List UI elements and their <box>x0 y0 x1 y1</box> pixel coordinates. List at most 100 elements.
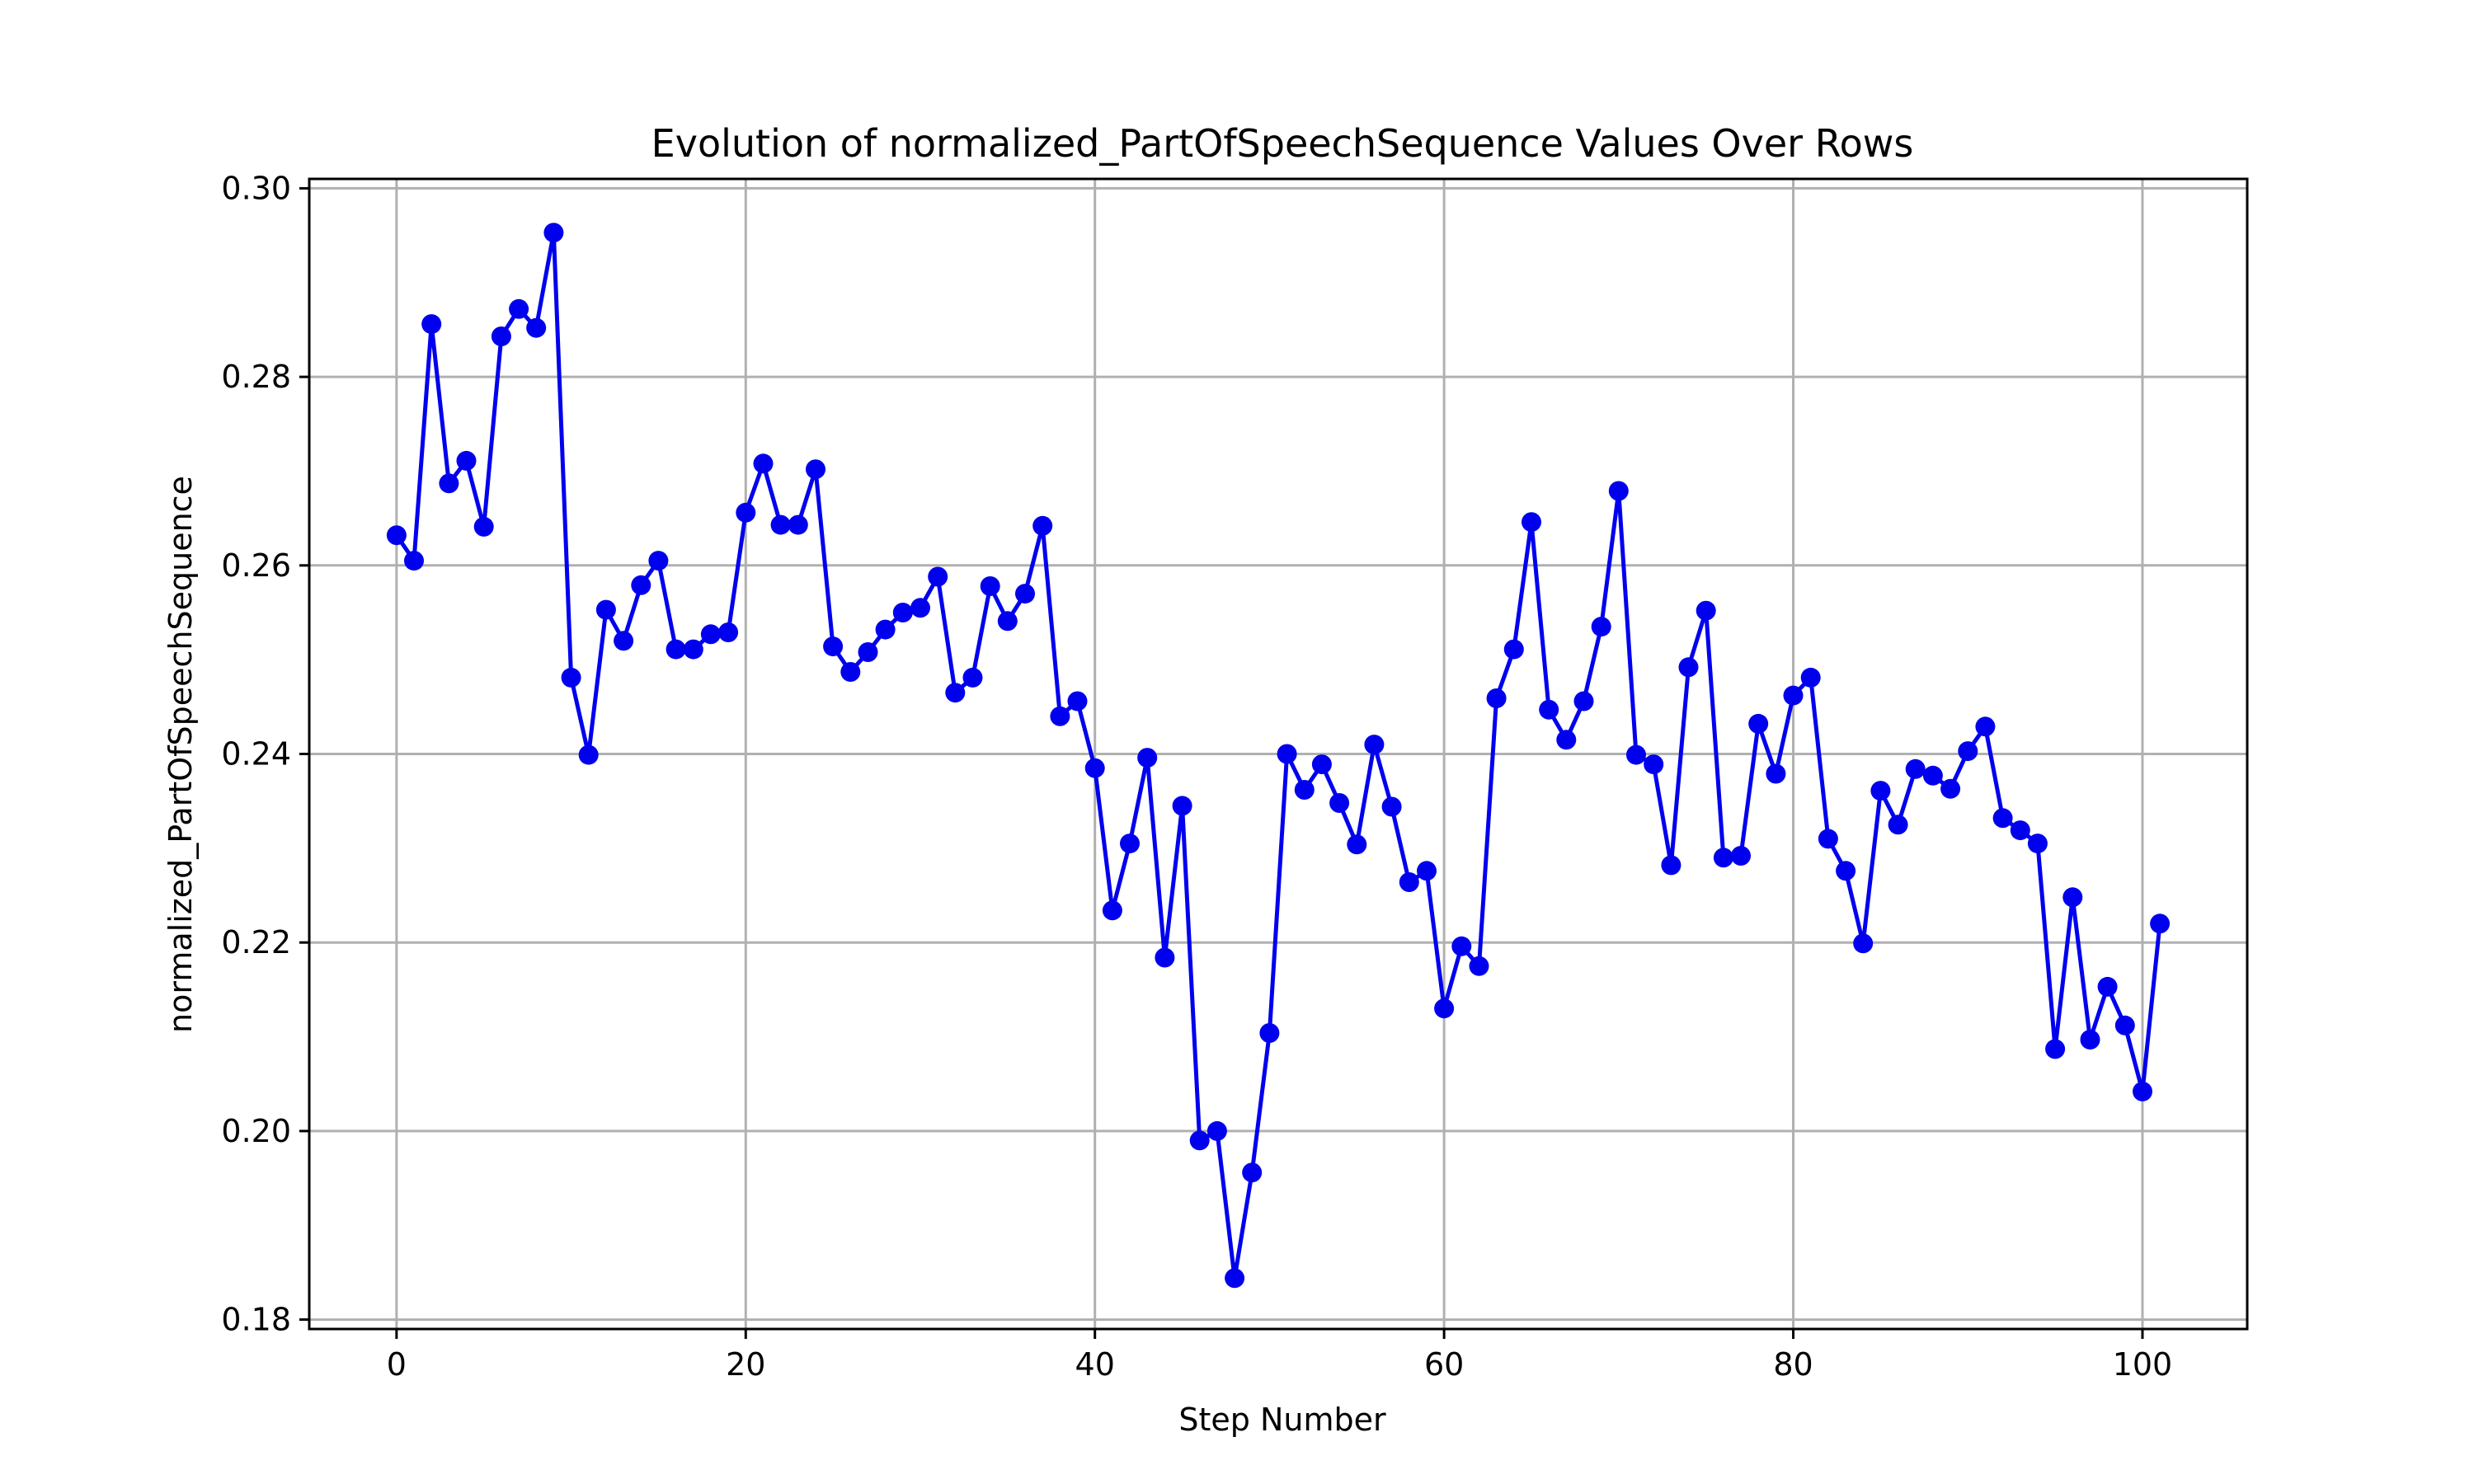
data-point <box>858 642 878 662</box>
axis-ticks: 0 20 40 60 80 100 0.18 0.20 0.22 0.24 0.26 0.28 0.30 <box>221 170 2172 1383</box>
data-point <box>1102 900 1122 921</box>
data-point <box>1522 512 1541 533</box>
data-point <box>1434 998 1455 1019</box>
data-point <box>1137 748 1158 768</box>
data-point <box>2027 834 2048 854</box>
data-point <box>386 525 407 546</box>
data-point <box>788 514 808 535</box>
data-point <box>1958 741 1978 762</box>
data-point <box>1277 744 1297 764</box>
data-point <box>962 667 983 688</box>
data-point <box>1818 829 1838 849</box>
data-series <box>386 223 2171 1289</box>
data-point <box>1783 685 1804 706</box>
y-tick-label: 0.20 <box>221 1113 291 1149</box>
data-point <box>1888 815 1908 835</box>
data-point <box>1836 861 1856 881</box>
data-point <box>1364 735 1385 755</box>
data-point <box>1417 861 1437 881</box>
data-point <box>718 622 739 642</box>
data-point <box>1539 699 1559 720</box>
data-point <box>1748 713 1769 734</box>
data-point <box>473 516 494 537</box>
data-point <box>1644 754 1664 775</box>
data-point <box>2114 1015 2135 1036</box>
data-point <box>1713 848 1733 868</box>
data-point <box>910 598 930 618</box>
data-point <box>1015 584 1035 604</box>
data-point <box>823 636 844 657</box>
y-tick-label: 0.24 <box>221 736 291 773</box>
data-point <box>1975 716 1996 737</box>
data-point <box>753 453 774 474</box>
data-point <box>928 566 948 587</box>
data-point <box>1155 947 1175 968</box>
data-point <box>1311 754 1332 775</box>
data-point <box>1556 730 1577 750</box>
data-point <box>1766 763 1786 784</box>
data-point <box>840 662 861 682</box>
data-point <box>543 223 564 243</box>
x-tick-label: 80 <box>1773 1346 1813 1383</box>
data-point <box>1050 706 1070 726</box>
data-point <box>421 314 442 335</box>
data-point <box>1172 796 1192 816</box>
data-point <box>1940 778 1961 799</box>
data-point <box>1992 808 2013 829</box>
data-point <box>2150 913 2171 934</box>
grid <box>309 179 2247 1329</box>
data-point <box>561 667 581 688</box>
data-point <box>1591 617 1611 637</box>
y-tick-label: 0.26 <box>221 547 291 584</box>
data-point <box>875 619 896 640</box>
data-point <box>614 631 634 651</box>
data-point <box>1242 1162 1263 1183</box>
y-tick-label: 0.22 <box>221 924 291 960</box>
x-axis-label: Step Number <box>1178 1402 1386 1438</box>
data-point <box>648 551 669 571</box>
data-point <box>1905 758 1926 779</box>
data-point <box>770 514 791 535</box>
data-point <box>1870 781 1891 801</box>
data-point <box>945 683 966 703</box>
data-point <box>1259 1023 1280 1043</box>
x-tick-label: 40 <box>1075 1346 1115 1383</box>
x-tick-label: 0 <box>387 1346 407 1383</box>
data-point <box>1853 933 1874 954</box>
data-point <box>526 317 547 338</box>
data-point <box>683 639 703 660</box>
data-point <box>1329 793 1350 813</box>
data-point <box>736 502 756 523</box>
data-point <box>1084 758 1105 778</box>
plot-frame <box>308 177 2249 1331</box>
data-point <box>2010 820 2030 841</box>
data-point <box>1189 1130 1210 1151</box>
data-point <box>439 473 459 494</box>
data-point <box>2080 1030 2100 1050</box>
x-tick-label: 20 <box>726 1346 765 1383</box>
y-tick-label: 0.28 <box>221 359 291 395</box>
data-point <box>1626 744 1646 765</box>
data-point <box>980 576 1000 596</box>
data-point <box>491 326 511 346</box>
data-point <box>578 744 599 765</box>
data-point <box>2045 1039 2066 1059</box>
data-point <box>2133 1081 2152 1101</box>
data-point <box>1573 691 1594 711</box>
data-point <box>1206 1120 1227 1141</box>
y-axis-label: normalized_PartOfSpeechSequence <box>162 476 199 1033</box>
data-point <box>1451 936 1472 956</box>
y-tick-label: 0.18 <box>221 1302 291 1338</box>
data-point <box>2062 887 2083 908</box>
data-point <box>631 575 651 595</box>
data-point <box>404 551 424 571</box>
data-point <box>1067 691 1088 711</box>
data-point <box>1399 872 1419 892</box>
data-point <box>1661 855 1681 876</box>
data-point <box>1469 956 1489 976</box>
data-point <box>1608 481 1629 501</box>
x-tick-label: 100 <box>2113 1346 2173 1383</box>
chart-title: Evolution of normalized_PartOfSpeechSequ… <box>651 121 1914 166</box>
data-point <box>892 603 913 622</box>
